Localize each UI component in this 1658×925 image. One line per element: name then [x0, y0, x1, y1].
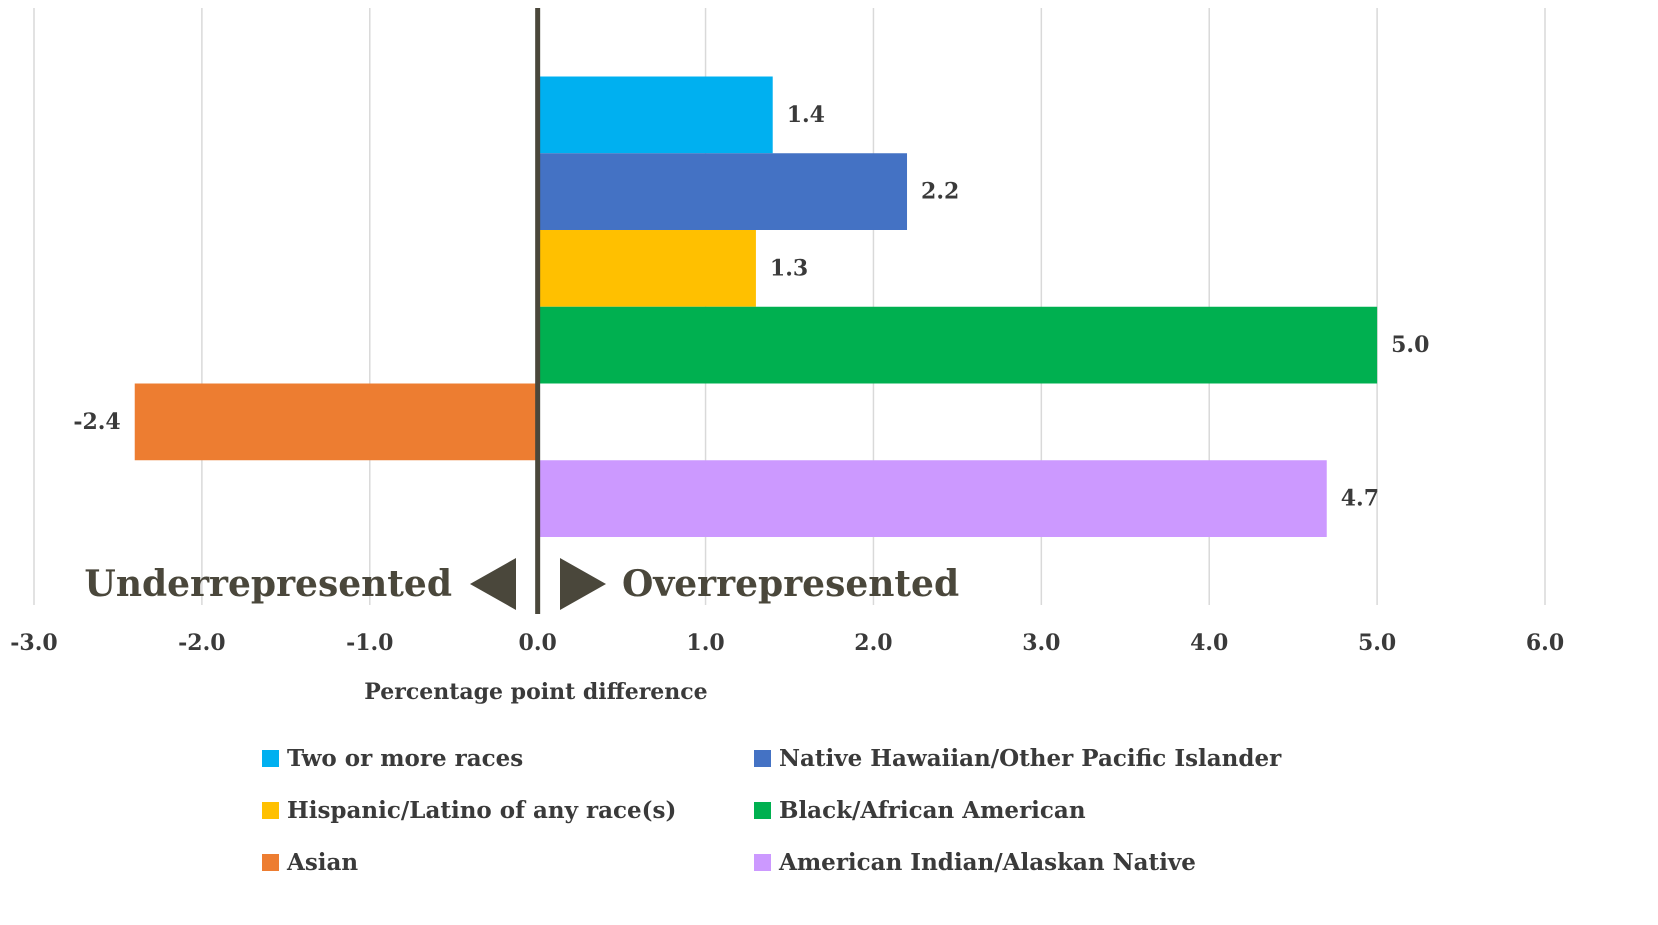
x-tick-label: -3.0	[10, 630, 57, 656]
x-axis-title: Percentage point difference	[364, 679, 707, 705]
bar	[134, 383, 538, 461]
bar	[537, 76, 773, 154]
bar	[537, 306, 1378, 384]
underrepresented-label: Underrepresented	[84, 563, 452, 605]
bar	[537, 230, 756, 307]
left-arrow-icon	[470, 558, 516, 610]
data-label: 2.2	[921, 179, 959, 205]
x-tick-label: 1.0	[686, 630, 724, 656]
x-tick-label: 0.0	[519, 630, 557, 656]
x-tick-label: 3.0	[1022, 630, 1060, 656]
data-label: 1.3	[770, 255, 808, 281]
data-label: 4.7	[1341, 486, 1379, 512]
x-tick-labels: -3.0 -2.0 -1.0 0.0 1.0 2.0 3.0 4.0 5.0 6.0	[10, 630, 1564, 656]
data-label: 1.4	[787, 102, 825, 128]
bars	[134, 76, 1378, 537]
x-tick-label: 4.0	[1190, 630, 1228, 656]
data-label: 5.0	[1391, 332, 1429, 358]
data-labels: 1.4 2.2 1.3 5.0 -2.4 4.7	[73, 102, 1429, 512]
bar	[537, 460, 1327, 537]
x-tick-label: -2.0	[178, 630, 225, 656]
overrepresented-label: Overrepresented	[622, 563, 959, 605]
x-tick-label: 6.0	[1526, 630, 1564, 656]
data-label: -2.4	[73, 409, 120, 435]
bar	[537, 153, 908, 230]
right-arrow-icon	[560, 558, 606, 610]
x-tick-label: 5.0	[1358, 630, 1396, 656]
x-tick-label: -1.0	[346, 630, 393, 656]
x-tick-label: 2.0	[854, 630, 892, 656]
